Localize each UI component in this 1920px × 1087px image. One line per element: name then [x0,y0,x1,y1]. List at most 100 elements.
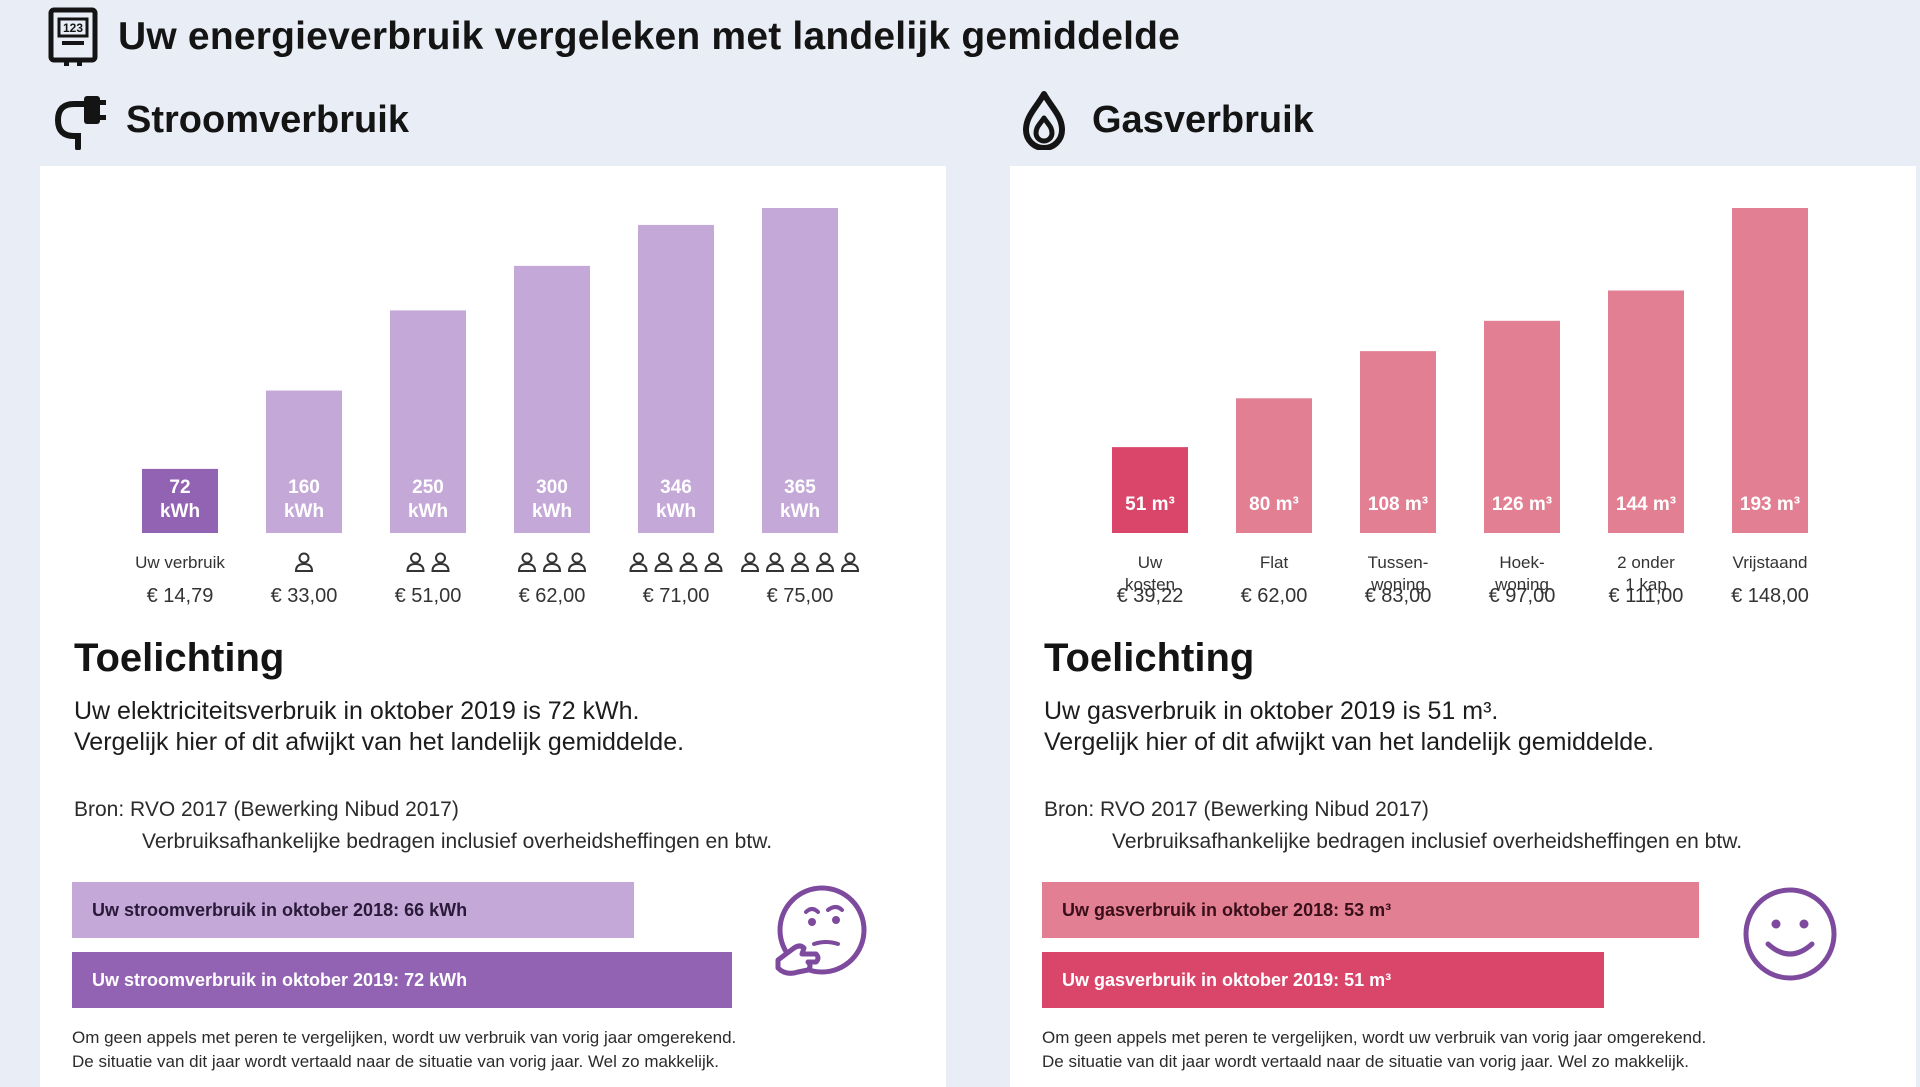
svg-text:123: 123 [63,21,83,35]
stroom-bar-value-label: 346 [660,477,692,498]
person-icon [654,552,673,572]
gas-category-label: Hoek- [1499,553,1544,572]
stroom-bar-value-label: kWh [284,501,324,522]
stroom-bar-value-label: kWh [780,501,820,522]
gas-bar-value-label: 144 m³ [1616,494,1676,515]
stroom-bar-value-label: kWh [160,501,200,522]
stroom-cost-label: € 75,00 [767,585,834,607]
gas-bar-value-label: 126 m³ [1492,494,1552,515]
person-icon [431,552,450,572]
gas-category-label: kosten [1125,575,1175,594]
stroom-compare-2019: Uw stroomverbruik in oktober 2019: 72 kW… [72,952,732,1008]
gas-bar [1484,320,1560,533]
person-icon [740,552,760,572]
smiley-face-icon [1743,887,1837,981]
gas-bar [1608,290,1684,533]
gas-cost-label: € 62,00 [1241,585,1308,607]
stroom-footnote: Om geen appels met peren te vergelijken,… [72,1026,932,1074]
stroom-bar [390,310,466,533]
person-icon [567,552,587,572]
gas-footnote: Om geen appels met peren te vergelijken,… [1042,1026,1902,1074]
gas-toelichting-title: Toelichting [1044,636,1255,680]
stroom-bar-value-label: kWh [408,501,448,522]
gas-cost-label: € 148,00 [1731,585,1809,607]
gas-bar-value-label: 193 m³ [1740,494,1800,515]
person-icon [406,552,425,572]
gas-category-label: woning [1494,575,1549,594]
stroom-source: Bron: RVO 2017 (Bewerking Nibud 2017) Ve… [74,794,772,858]
gas-bar-value-label: 80 m³ [1249,494,1299,515]
stroom-cost-label: € 14,79 [147,585,214,607]
flame-icon [1023,91,1065,150]
stroom-footnote-line2: De situatie van dit jaar wordt vertaald … [72,1052,719,1071]
gas-compare-2018: Uw gasverbruik in oktober 2018: 53 m³ [1042,882,1699,938]
gas-explanation: Uw gasverbruik in oktober 2019 is 51 m³.… [1044,696,1654,758]
gas-cost-label: € 111,00 [1609,585,1684,607]
stroom-cost-label: € 71,00 [643,585,710,607]
stroom-cost-label: € 33,00 [271,585,338,607]
plug-icon [54,96,106,150]
person-icon [840,552,860,572]
stroom-bar-value-label: 250 [412,477,444,498]
person-icon [815,552,835,572]
stroom-bron-line2: Verbruiksafhankelijke bedragen inclusief… [142,830,773,853]
gas-cost-label: € 83,00 [1365,585,1432,607]
gas-cost-label: € 39,22 [1117,585,1184,607]
gas-bar-value-label: 51 m³ [1125,494,1175,515]
stroom-bar [638,224,714,533]
page-title: Uw energieverbruik vergeleken met landel… [118,15,1181,58]
gas-cost-label: € 97,00 [1489,585,1556,607]
stroom-explanation: Uw elektriciteitsverbruik in oktober 201… [74,696,684,758]
stroom-bar-value-label: 72 [169,477,190,498]
gas-panel: 51 m³ Uw kosten € 39,22 80 m³ Flat € 62,00 108 … [1010,166,1916,1087]
gas-bar [1732,208,1808,533]
stroom-bar [142,468,218,533]
stroom-bar-value-label: kWh [656,501,696,522]
stroom-title: Stroomverbruik [126,98,409,141]
person-icon [704,552,723,572]
stroom-cost-label: € 51,00 [395,585,462,607]
stroom-bar-chart: 72 kWh Uw verbruik € 14,79 160 kWh € 33,00 250 k… [135,208,860,607]
gas-title: Gasverbruik [1092,98,1314,141]
gas-bar-value-label: 108 m³ [1368,494,1428,515]
gas-bar [1112,447,1188,533]
gas-footnote-line1: Om geen appels met peren te vergelijken,… [1042,1028,1707,1047]
gas-category-label: woning [1370,575,1425,594]
stroom-footnote-line1: Om geen appels met peren te vergelijken,… [72,1028,737,1047]
person-icon [765,552,785,572]
stroom-bar-value-label: 160 [288,477,320,498]
stroom-bar-value-label: 300 [536,477,568,498]
stroom-cost-label: € 62,00 [519,585,586,607]
gas-category-label: Vrijstaand [1733,553,1808,572]
person-icon [517,552,537,572]
stroom-text-line1: Uw elektriciteitsverbruik in oktober 201… [74,697,640,725]
gas-header: Gasverbruik [1014,88,1314,152]
stroom-toelichting-title: Toelichting [74,636,285,680]
gas-category-label: 1 kap [1625,575,1667,594]
stroom-compare-2018: Uw stroomverbruik in oktober 2018: 66 kW… [72,882,634,938]
stroom-header: Stroomverbruik [48,88,409,152]
stroom-bar [514,265,590,533]
stroom-category-label: Uw verbruik [135,553,225,572]
person-icon [679,552,698,572]
gas-text-line1: Uw gasverbruik in oktober 2019 is 51 m³. [1044,697,1499,725]
gas-bar-chart: 51 m³ Uw kosten€ 39,22 80 m³ Flat € 62,00 108 … [1112,208,1809,607]
gas-bar [1360,351,1436,533]
page-header: 123 Uw energieverbruik vergeleken met la… [48,6,1180,68]
meter-icon: 123 [48,7,98,66]
stroom-panel: 72 kWh Uw verbruik € 14,79 160 kWh € 33,00 250 k… [40,166,946,1087]
gas-category-label: 2 onder [1617,553,1675,572]
gas-bron-line2: Verbruiksafhankelijke bedragen inclusief… [1112,830,1743,853]
gas-bron-line1: Bron: RVO 2017 (Bewerking Nibud 2017) [1044,798,1429,821]
gas-footnote-line2: De situatie van dit jaar wordt vertaald … [1042,1052,1689,1071]
stroom-text-line2: Vergelijk hier of dit afwijkt van het la… [74,728,685,756]
stroom-bron-line1: Bron: RVO 2017 (Bewerking Nibud 2017) [74,798,459,821]
gas-compare-2019: Uw gasverbruik in oktober 2019: 51 m³ [1042,952,1604,1008]
person-icon [294,552,314,572]
gas-source: Bron: RVO 2017 (Bewerking Nibud 2017) Ve… [1044,794,1742,858]
thinking-face-icon [775,885,867,976]
person-icon [542,552,562,572]
stroom-bar-value-label: kWh [532,501,572,522]
gas-category-label: Tussen- [1368,553,1429,572]
gas-category-label: Flat [1260,553,1289,572]
